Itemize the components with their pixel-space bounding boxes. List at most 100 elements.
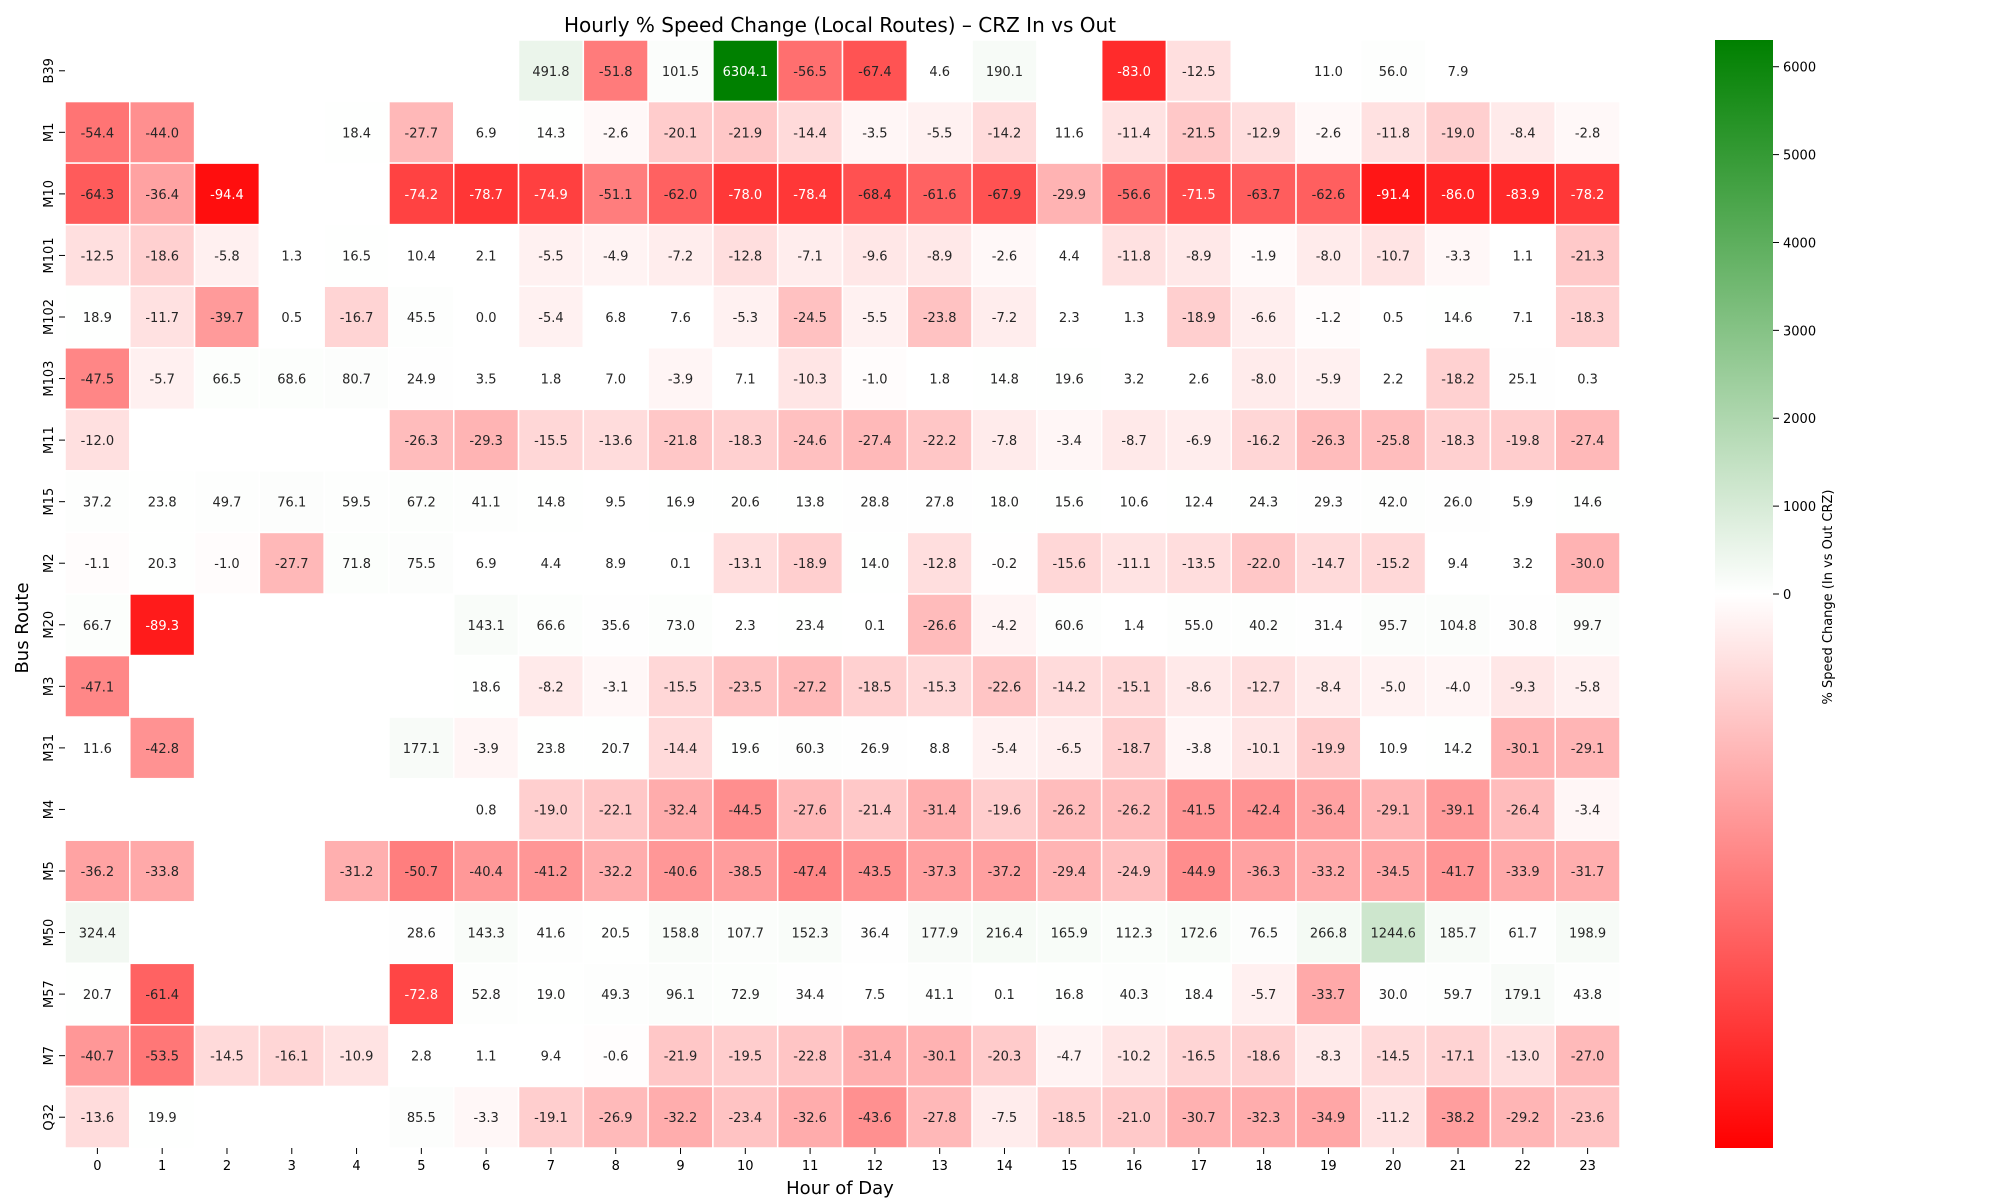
cell-value-label: 190.1: [986, 65, 1023, 80]
heatmap-cell: [453, 347, 520, 411]
heatmap-cell: [971, 901, 1038, 965]
colorbar-tick-label: 5000: [1783, 149, 1816, 164]
heatmap-cell: [1230, 1085, 1297, 1149]
cell-value-label: -47.1: [81, 680, 115, 695]
heatmap-cell: [388, 100, 455, 164]
cell-value-label: -20.1: [664, 126, 698, 141]
cell-value-label: 23.8: [148, 496, 177, 511]
cell-value-label: 7.5: [865, 988, 886, 1003]
cell-value-label: -40.6: [664, 865, 698, 880]
cell-value-label: 2.1: [476, 249, 497, 264]
cell-value-label: -50.7: [405, 865, 439, 880]
cell-value-label: -14.2: [988, 126, 1022, 141]
cell-value-label: 11.0: [1314, 65, 1343, 80]
cell-value-label: -31.4: [923, 803, 957, 818]
cell-value-label: -31.4: [858, 1050, 892, 1065]
heatmap-cell: [1230, 223, 1297, 287]
cell-value-label: 19.0: [536, 988, 565, 1003]
cell-value-label: -78.4: [793, 188, 827, 203]
cell-value-label: 28.6: [407, 927, 436, 942]
cell-value-label: 59.5: [342, 496, 371, 511]
cell-value-label: -24.6: [793, 434, 827, 449]
cell-value-label: 19.6: [1055, 373, 1084, 388]
cell-value-label: 41.6: [536, 927, 565, 942]
cell-value-label: 20.3: [148, 557, 177, 572]
cell-value-label: 29.3: [1314, 496, 1343, 511]
cell-value-label: 1.8: [929, 373, 950, 388]
x-tick-label: 8: [612, 1159, 620, 1174]
cell-value-label: 59.7: [1444, 988, 1473, 1003]
heatmap-cell: [517, 470, 585, 534]
heatmap-cell: [906, 162, 973, 226]
cell-value-label: -27.7: [405, 126, 439, 141]
cell-value-label: 107.7: [727, 927, 764, 942]
heatmap-cell: [1554, 531, 1621, 595]
heatmap-cell: [1554, 593, 1621, 657]
heatmap-cell: [1489, 408, 1556, 472]
cell-value-label: -18.6: [1247, 1050, 1281, 1065]
cell-value-label: 177.1: [403, 742, 440, 757]
heatmap-cell: [582, 100, 649, 164]
cell-value-label: 198.9: [1569, 927, 1606, 942]
cell-value-label: -32.6: [793, 1111, 827, 1126]
cell-value-label: -33.9: [1506, 865, 1540, 880]
y-tick-label: M2: [42, 553, 57, 573]
heatmap-cell: [841, 777, 909, 841]
heatmap-cell: [453, 1024, 520, 1088]
heatmap-cell: [1360, 839, 1427, 903]
heatmap-cell: [1424, 1024, 1492, 1088]
heatmap-cell: [776, 777, 844, 841]
heatmap-cell: [1554, 408, 1621, 472]
cell-value-label: -3.9: [668, 373, 693, 388]
cell-value-label: 55.0: [1184, 619, 1213, 634]
cell-value-label: 9.4: [1448, 557, 1469, 572]
cell-value-label: -34.9: [1312, 1111, 1346, 1126]
heatmap-cell: [1230, 470, 1297, 534]
cell-value-label: -51.8: [599, 65, 633, 80]
cell-value-label: 26.9: [860, 742, 889, 757]
cell-value-label: -7.2: [992, 311, 1017, 326]
heatmap-cell: [323, 1024, 390, 1088]
heatmap-cell: [1165, 777, 1233, 841]
cell-value-label: -23.4: [728, 1111, 762, 1126]
cell-value-label: -14.4: [664, 742, 698, 757]
y-tick-labels: B39 M1 M10 M101 M102 M103 M11 M15 M2 M20 M3 M31 M4 M5…: [42, 58, 65, 1131]
heatmap-cell: [971, 962, 1038, 1026]
heatmap-cell: [1100, 1024, 1168, 1088]
x-tick-label: 4: [352, 1159, 360, 1174]
cell-value-label: -21.4: [858, 803, 892, 818]
heatmap-cell: [1424, 654, 1492, 718]
cell-value-label: -2.8: [1575, 126, 1600, 141]
cell-value-label: -22.1: [599, 803, 633, 818]
heatmap-cell: [1554, 285, 1621, 349]
cell-value-label: 2.2: [1383, 373, 1404, 388]
heatmap-cell: [1360, 162, 1427, 226]
cell-value-label: -29.1: [1376, 803, 1410, 818]
heatmap-cell: [453, 285, 520, 349]
heatmap-cell: [1230, 716, 1297, 780]
heatmap-cell: [1165, 408, 1233, 472]
heatmap-cell: [841, 347, 909, 411]
cell-value-label: -13.6: [81, 1111, 115, 1126]
cell-value-label: -94.4: [210, 188, 244, 203]
colorbar: [1715, 40, 1773, 1148]
cell-value-label: -8.4: [1316, 680, 1341, 695]
heatmap-cell: [388, 901, 455, 965]
cell-value-label: -36.4: [145, 188, 179, 203]
cell-value-label: -31.2: [340, 865, 374, 880]
cell-value-label: -47.5: [81, 373, 115, 388]
cell-value-label: -41.5: [1182, 803, 1216, 818]
cell-value-label: 60.6: [1055, 619, 1084, 634]
heatmap-cell: [453, 223, 520, 287]
cell-value-label: -42.8: [145, 742, 179, 757]
y-tick-label: M50: [42, 919, 57, 947]
cell-value-label: -7.5: [992, 1111, 1017, 1126]
heatmap-cell: [1295, 654, 1362, 718]
heatmap-cell: [1295, 100, 1362, 164]
cell-value-label: -16.7: [340, 311, 374, 326]
y-tick-label: M15: [42, 488, 57, 516]
heatmap-cell: [1489, 347, 1556, 411]
cell-value-label: 52.8: [472, 988, 501, 1003]
cell-value-label: -33.7: [1312, 988, 1346, 1003]
cell-value-label: -41.7: [1441, 865, 1475, 880]
